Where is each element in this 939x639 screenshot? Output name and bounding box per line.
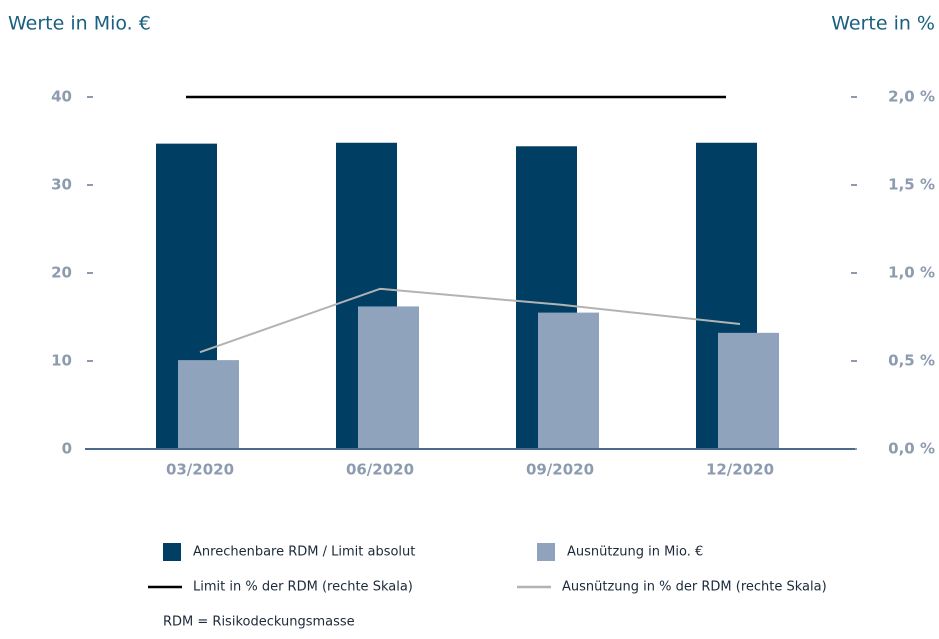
y2-axis-title: Werte in % xyxy=(831,13,935,35)
legend-swatch xyxy=(163,543,181,561)
footnote: RDM = Risikodeckungsmasse xyxy=(163,615,355,630)
y-tick-label: 40 xyxy=(51,88,72,106)
bar xyxy=(358,306,419,449)
y-tick-label: 30 xyxy=(51,176,72,194)
line xyxy=(199,287,741,354)
y-tick-label: 20 xyxy=(51,264,72,282)
y2-tick-label: 1,5 % xyxy=(888,176,935,194)
x-tick-label: 06/2020 xyxy=(346,461,414,479)
bar xyxy=(538,312,599,449)
legend-label: Limit in % der RDM (rechte Skala) xyxy=(193,580,413,595)
legend-label: Ausnützung in Mio. € xyxy=(567,545,703,560)
y2-tick-label: 1,0 % xyxy=(888,264,935,282)
bar xyxy=(718,332,779,449)
legend-swatch xyxy=(537,543,555,561)
legend-label: Ausnützung in % der RDM (rechte Skala) xyxy=(562,580,827,595)
legend-label: Anrechenbare RDM / Limit absolut xyxy=(193,545,415,560)
y2-tick-label: 0,0 % xyxy=(888,440,935,458)
x-tick-label: 03/2020 xyxy=(166,461,234,479)
y-tick-label: 10 xyxy=(51,352,72,370)
y2-tick-label: 0,5 % xyxy=(888,352,935,370)
x-tick-label: 12/2020 xyxy=(706,461,774,479)
y2-tick-label: 2,0 % xyxy=(888,88,935,106)
y-tick-label: 0 xyxy=(62,440,72,458)
bar xyxy=(178,360,239,449)
y-axis-title: Werte in Mio. € xyxy=(8,13,151,35)
x-tick-label: 09/2020 xyxy=(526,461,594,479)
